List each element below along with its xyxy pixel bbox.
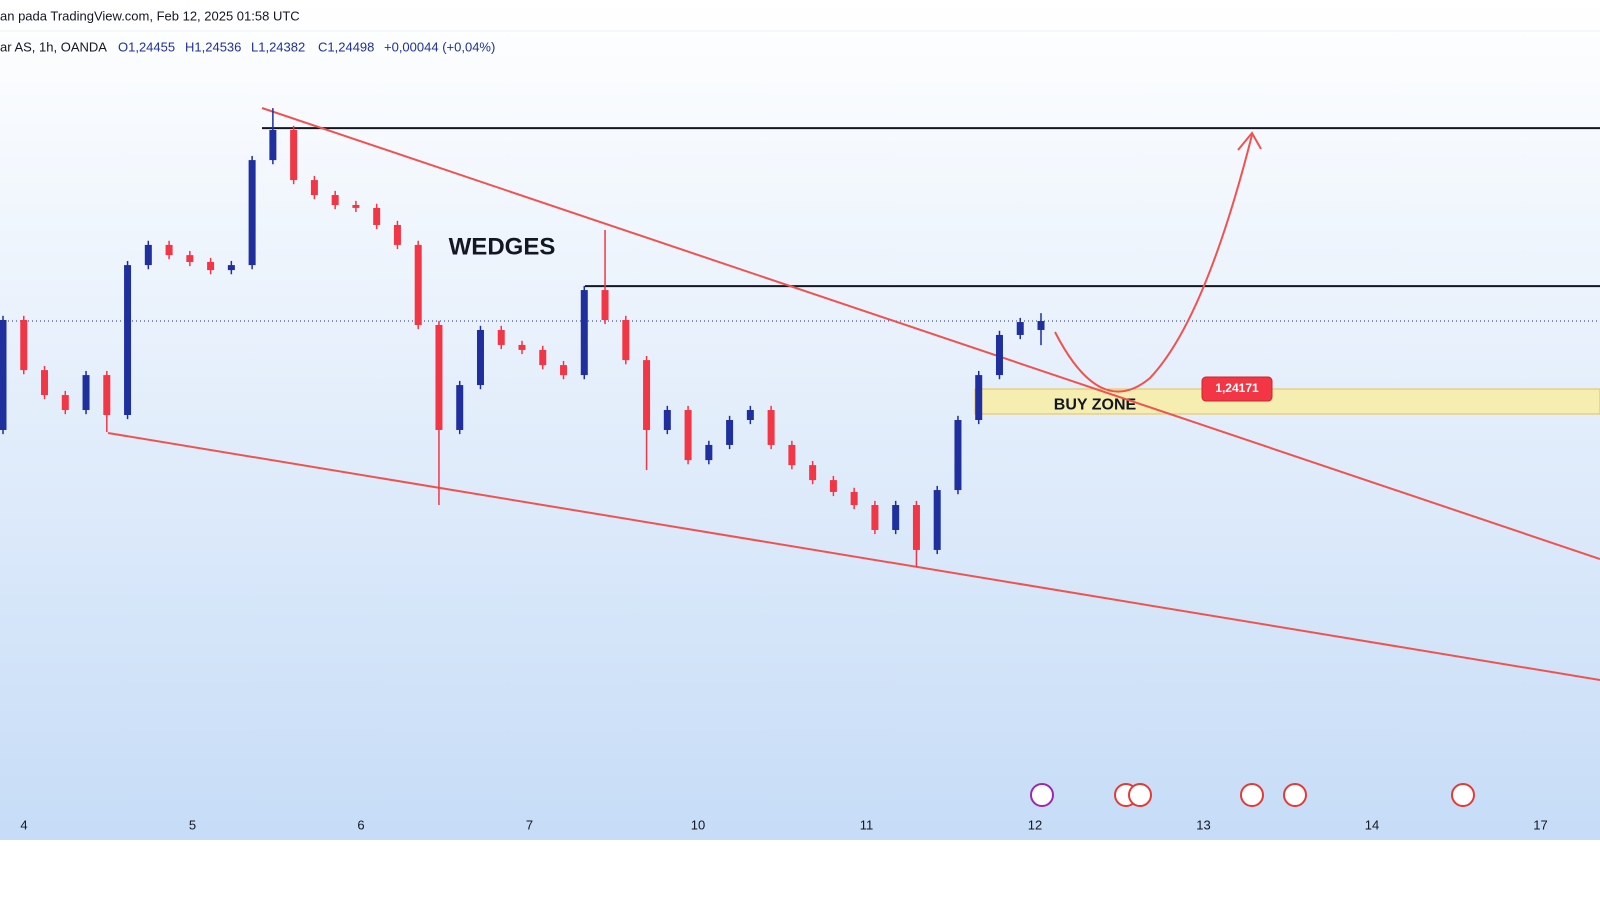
candle-body bbox=[809, 465, 817, 481]
event-icons bbox=[1030, 783, 1475, 807]
event-icon bbox=[1451, 783, 1475, 807]
levels bbox=[0, 127, 1600, 322]
candle-body bbox=[518, 344, 526, 350]
candle-body bbox=[560, 365, 568, 376]
quote-open: O1,24455 bbox=[118, 39, 175, 54]
candle-body bbox=[227, 265, 235, 271]
buy-zone-group: BUY ZONE 1,24171 bbox=[974, 376, 1600, 415]
candle-body bbox=[269, 129, 277, 161]
candle-body bbox=[726, 420, 734, 445]
candle-body bbox=[61, 395, 69, 411]
candle-body bbox=[892, 505, 900, 530]
wedge-upper-line bbox=[261, 107, 1600, 560]
candle-body bbox=[643, 360, 651, 430]
chart-background bbox=[0, 0, 1600, 840]
candle-body bbox=[414, 244, 422, 325]
attribution: an pada TradingView.com, Feb 12, 2025 01… bbox=[0, 8, 300, 23]
quote-close: C1,24498 bbox=[318, 39, 374, 54]
candle-body bbox=[684, 410, 692, 461]
candle-body bbox=[476, 329, 484, 386]
x-tick-label: 10 bbox=[691, 817, 705, 832]
candle-body bbox=[746, 410, 754, 420]
wedge-lower-line bbox=[107, 432, 1600, 681]
candles bbox=[0, 108, 1045, 567]
quote-high: H1,24536 bbox=[185, 39, 241, 54]
candle-body bbox=[41, 370, 49, 396]
candle-body bbox=[165, 244, 173, 256]
candle-body bbox=[290, 129, 298, 181]
x-tick-label: 6 bbox=[357, 817, 364, 832]
candle-body bbox=[912, 505, 920, 550]
candle-body bbox=[933, 490, 941, 550]
candle-body bbox=[1016, 322, 1024, 335]
candle-body bbox=[663, 410, 671, 430]
candle-body bbox=[0, 319, 7, 430]
candle-body bbox=[331, 195, 339, 206]
price-label: 1,24171 bbox=[1215, 381, 1259, 395]
arrow-head bbox=[1237, 131, 1262, 151]
buy-zone-label: BUY ZONE bbox=[1054, 397, 1137, 414]
quote-low: L1,24382 bbox=[251, 39, 305, 54]
candle-body bbox=[186, 255, 194, 262]
event-icon bbox=[1283, 783, 1307, 807]
candle-body bbox=[124, 265, 132, 416]
candle-body bbox=[788, 444, 796, 466]
candle-body bbox=[435, 324, 443, 430]
candle-body bbox=[995, 334, 1003, 376]
x-tick-label: 11 bbox=[860, 817, 874, 832]
event-icon bbox=[1240, 783, 1264, 807]
x-tick-label: 12 bbox=[1028, 817, 1042, 832]
x-tick-label: 13 bbox=[1196, 817, 1210, 832]
candle-body bbox=[705, 444, 713, 461]
projection-arrow bbox=[1054, 134, 1253, 393]
candle-body bbox=[580, 290, 588, 376]
candle-body bbox=[20, 319, 28, 371]
candle-body bbox=[829, 480, 837, 492]
candle-body bbox=[767, 410, 775, 445]
candle-body bbox=[975, 375, 983, 420]
candle-body bbox=[1037, 321, 1045, 330]
symbol: ar AS, 1h, OANDA bbox=[0, 39, 107, 54]
candle-body bbox=[310, 180, 318, 196]
event-icon bbox=[1030, 783, 1054, 807]
candle-body bbox=[248, 160, 256, 266]
wedges-label: WEDGES bbox=[449, 233, 556, 260]
candle-body bbox=[622, 319, 630, 361]
quote-change: +0,00044 (+0,04%) bbox=[384, 39, 495, 54]
candle-body bbox=[497, 329, 505, 345]
x-tick-label: 17 bbox=[1533, 817, 1547, 832]
candle-body bbox=[954, 420, 962, 491]
candle-body bbox=[871, 505, 879, 530]
x-tick-label: 14 bbox=[1365, 817, 1379, 832]
candle-body bbox=[207, 261, 215, 271]
candle-body bbox=[144, 244, 152, 266]
price-label-box bbox=[1201, 376, 1273, 402]
candle-body bbox=[601, 290, 609, 320]
candle-body bbox=[456, 385, 464, 430]
x-tick-label: 7 bbox=[526, 817, 533, 832]
x-tick-label: 5 bbox=[189, 817, 196, 832]
candle-body bbox=[82, 375, 90, 411]
x-tick-label: 4 bbox=[20, 817, 27, 832]
buy-zone bbox=[974, 388, 1600, 415]
candle-body bbox=[850, 491, 858, 506]
candle-body bbox=[539, 349, 547, 366]
candle-body bbox=[352, 205, 360, 208]
time-axis: 4 5 6 7 10 11 12 13 14 17 bbox=[20, 817, 1547, 832]
candle-body bbox=[393, 224, 401, 245]
event-icon bbox=[1128, 783, 1152, 807]
candle-body bbox=[373, 207, 381, 225]
candle-body bbox=[103, 375, 111, 416]
